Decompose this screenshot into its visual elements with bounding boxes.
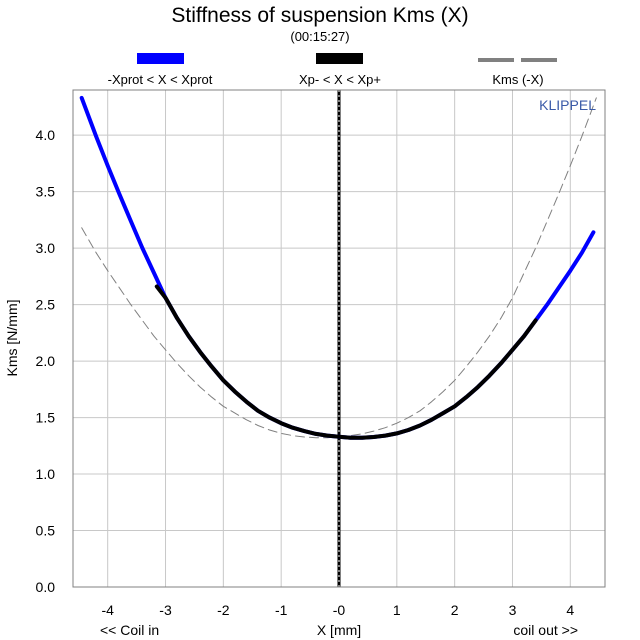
x-tick-label: 3 (509, 602, 517, 618)
y-axis-ticks: 0.0 0.5 1.0 1.5 2.0 2.5 3.0 3.5 4.0 (36, 127, 56, 595)
x-tick-label: -0 (333, 602, 346, 618)
x-axis-label: X [mm] (317, 622, 361, 638)
y-tick-label: 4.0 (36, 127, 56, 143)
y-tick-label: 3.0 (36, 240, 56, 256)
series-line-1 (154, 284, 538, 440)
y-tick-label: 2.0 (36, 353, 56, 369)
legend-swatch-black (316, 53, 363, 64)
x-tick-label: -4 (101, 602, 114, 618)
y-tick-label: 3.5 (36, 184, 56, 200)
series-layer (79, 90, 597, 587)
x-axis-coil-in-label: << Coil in (100, 622, 159, 638)
legend: -Xprot < X < Xprot Xp- < X < Xp+ Kms (-X… (108, 53, 557, 87)
klippel-watermark: KLIPPEL (539, 97, 596, 113)
x-tick-label: -3 (159, 602, 172, 618)
x-tick-label: -2 (217, 602, 230, 618)
y-tick-label: 1.0 (36, 466, 56, 482)
legend-label-xp: Xp- < X < Xp+ (299, 72, 381, 87)
y-tick-label: 1.5 (36, 410, 56, 426)
x-tick-label: 1 (393, 602, 401, 618)
x-tick-label: 2 (451, 602, 459, 618)
x-axis-coil-out-label: coil out >> (513, 622, 578, 638)
y-tick-label: 0.0 (36, 579, 56, 595)
y-tick-label: 2.5 (36, 297, 56, 313)
chart-title: Stiffness of suspension Kms (X) (171, 4, 468, 27)
y-axis-label: Kms [N/mm] (4, 300, 20, 377)
y-tick-label: 0.5 (36, 523, 56, 539)
legend-swatch-blue (137, 53, 184, 64)
x-axis-ticks: -4 -3 -2 -1 -0 1 2 3 4 (101, 602, 574, 618)
plot-area: KLIPPEL (72, 89, 606, 588)
legend-label-xprot: -Xprot < X < Xprot (108, 72, 213, 87)
plot-frame (72, 89, 606, 588)
legend-label-kms-neg-x: Kms (-X) (492, 72, 543, 87)
chart-subtitle: (00:15:27) (290, 29, 349, 44)
x-tick-label: -1 (275, 602, 288, 618)
x-tick-label: 4 (566, 602, 574, 618)
